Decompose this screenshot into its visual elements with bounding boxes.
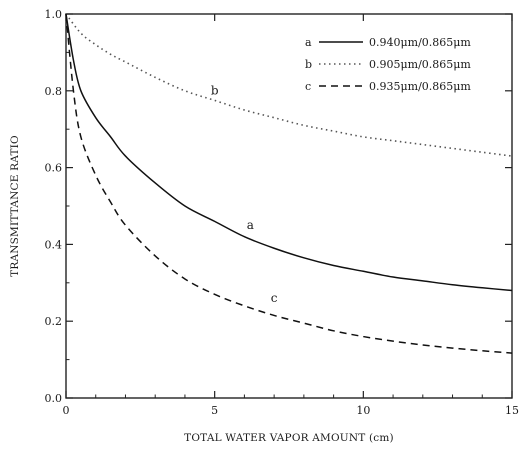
y-tick-label: 0.2 xyxy=(45,315,63,328)
legend-key-b: b xyxy=(305,58,312,71)
y-tick-label: 0.4 xyxy=(45,238,63,251)
y-tick-label: 0.6 xyxy=(45,162,63,175)
series-c-line xyxy=(65,13,513,354)
legend-key-a: a xyxy=(305,36,312,49)
y-tick-label: 0.0 xyxy=(45,392,63,405)
series-a-line xyxy=(65,13,513,292)
legend-label-b: 0.905μm/0.865μm xyxy=(369,58,471,71)
legend-entry-a: a 0.940μm/0.865μm xyxy=(305,36,471,49)
legend-key-c: c xyxy=(305,80,311,93)
legend-entry-b: b 0.905μm/0.865μm xyxy=(305,58,471,71)
x-tick-label: 0 xyxy=(63,404,70,417)
y-tick-label: 1.0 xyxy=(45,8,63,21)
curve-label-b: b xyxy=(211,84,219,98)
x-axis-label: TOTAL WATER VAPOR AMOUNT (cm) xyxy=(184,432,394,444)
x-tick-label: 15 xyxy=(505,404,519,417)
legend-entry-c: c 0.935μm/0.865μm xyxy=(305,80,471,93)
legend-label-a: 0.940μm/0.865μm xyxy=(369,36,471,49)
curves-layer xyxy=(65,13,513,354)
y-tick-label: 0.8 xyxy=(45,85,63,98)
annotations-layer: b a c xyxy=(211,84,278,305)
curve-label-a: a xyxy=(247,218,254,232)
legend: a 0.940μm/0.865μm b 0.905μm/0.865μm c 0.935μm… xyxy=(305,36,471,93)
legend-label-c: 0.935μm/0.865μm xyxy=(369,80,471,93)
curve-label-c: c xyxy=(271,291,278,305)
series-b-line xyxy=(65,13,513,157)
y-axis-label: TRANSMITTANCE RATIO xyxy=(9,135,21,277)
x-tick-label: 10 xyxy=(356,404,370,417)
x-tick-label: 5 xyxy=(211,404,218,417)
ticks-layer: 0 5 10 15 0.0 0.2 0.4 0.6 0.8 1.0 xyxy=(45,8,520,417)
